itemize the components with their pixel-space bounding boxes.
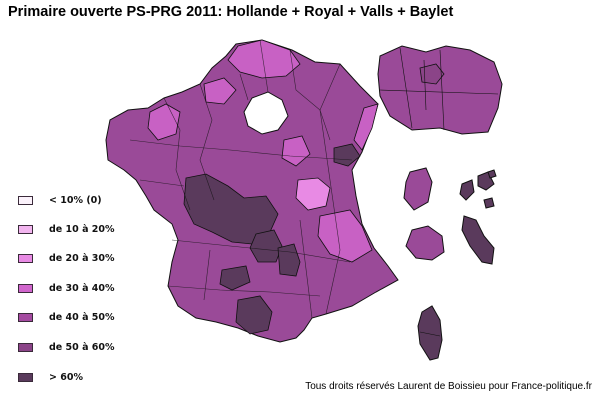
legend-swatch [18, 372, 33, 382]
legend-swatch [18, 195, 33, 205]
region-pyrenees [235, 295, 273, 335]
inset-guyane [461, 215, 495, 265]
inset-paris-center [419, 63, 445, 85]
region-rhone-alpes [317, 209, 373, 263]
region-aude [277, 243, 301, 277]
department-borders [129, 39, 353, 319]
inset-ile-de-france [377, 45, 503, 135]
legend-label: de 50 à 60% [49, 341, 115, 353]
legend-label: de 40 à 50% [49, 311, 115, 323]
legend-label: > 60% [49, 371, 84, 383]
legend-item: de 10 à 20% [18, 221, 148, 237]
map-title: Primaire ouverte PS-PRG 2011: Hollande +… [8, 4, 454, 20]
region-east [353, 103, 379, 151]
corse-border [419, 331, 441, 337]
legend-swatch [18, 253, 33, 263]
region-haute-garonne [219, 265, 251, 291]
region-bretagne-east [147, 103, 181, 141]
legend-swatch [18, 312, 33, 322]
legend-label: de 20 à 30% [49, 252, 115, 264]
credit-text: Tous droits réservés Laurent de Boissieu… [305, 381, 592, 392]
legend-item: > 60% [18, 369, 148, 385]
inset-dot-2 [487, 169, 497, 179]
inset-martinique-a [459, 179, 475, 201]
legend-item: < 10% (0) [18, 192, 148, 208]
legend-label: < 10% (0) [49, 194, 102, 206]
region-nord [227, 39, 301, 79]
legend-item: de 50 à 60% [18, 339, 148, 355]
region-auvergne [295, 177, 331, 211]
region-metropole [105, 39, 399, 343]
legend-swatch [18, 342, 33, 352]
legend-item: de 30 à 40% [18, 280, 148, 296]
legend-swatch [18, 283, 33, 293]
inset-guadeloupe [403, 167, 433, 211]
region-corse [417, 305, 443, 361]
legend-label: de 30 à 40% [49, 282, 115, 294]
region-paris-area [243, 91, 289, 135]
legend-item: de 20 à 30% [18, 250, 148, 266]
legend-label: de 10 à 20% [49, 223, 115, 235]
legend-item: de 40 à 50% [18, 309, 148, 325]
inset-borders [379, 47, 499, 131]
legend-swatch [18, 224, 33, 234]
inset-reunion [405, 225, 445, 261]
inset-dot-1 [483, 197, 495, 209]
region-nievre [333, 143, 361, 167]
region-normandie [203, 77, 237, 105]
